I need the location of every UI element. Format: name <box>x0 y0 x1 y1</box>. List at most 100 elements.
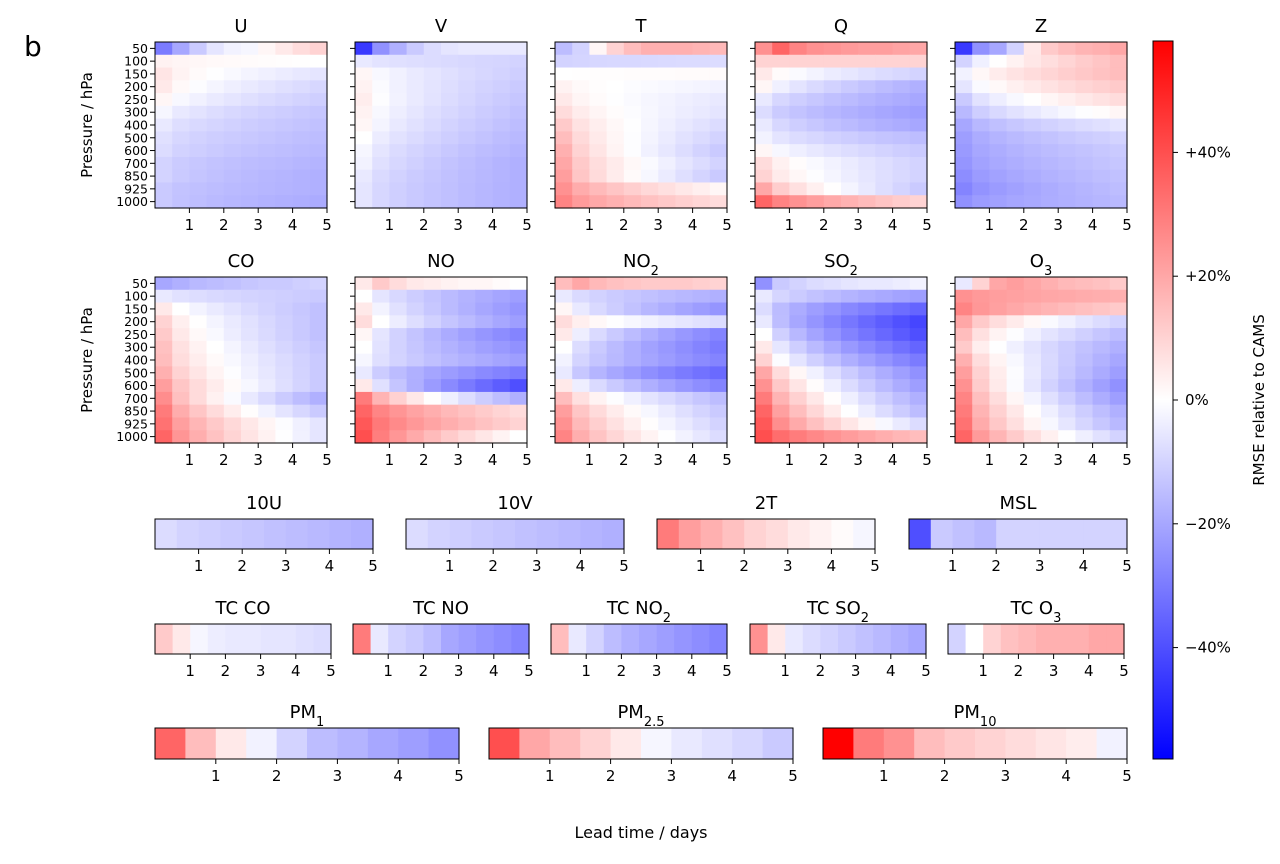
strip-cell <box>1105 519 1128 549</box>
heatmap-cell <box>589 328 608 342</box>
heatmap-cell <box>206 315 225 329</box>
heatmap-cell <box>892 67 911 81</box>
strip-cell <box>1053 624 1072 654</box>
heatmap-cell <box>258 430 276 444</box>
heatmap-cell <box>755 42 773 56</box>
heatmap-cell <box>1041 67 1059 81</box>
heatmap-cell <box>989 430 1008 444</box>
heatmap-cell <box>892 328 911 342</box>
heatmap-panel-o3: O31 2 3 4 5 <box>950 251 1132 469</box>
heatmap-cell <box>475 379 494 393</box>
heatmap-cell <box>292 379 311 393</box>
strip-cell <box>610 728 642 759</box>
heatmap-cell <box>972 182 990 196</box>
panel-title-main: TC NO <box>606 598 663 619</box>
heatmap-cell <box>292 54 311 69</box>
x-tick-label: 4 <box>488 216 498 234</box>
heatmap-cell <box>772 144 790 158</box>
heatmap-cell <box>755 54 773 69</box>
heatmap-cell <box>492 42 511 56</box>
strip-cell <box>691 624 710 654</box>
heatmap-cell <box>772 182 790 196</box>
heatmap-cell <box>892 93 911 107</box>
heatmap-cell <box>606 315 625 329</box>
x-tick-label: 4 <box>1079 557 1089 575</box>
heatmap-cell <box>1041 118 1059 132</box>
strip-cell <box>493 519 516 549</box>
heatmap-cell <box>658 156 676 171</box>
x-tick-label: 4 <box>1088 451 1098 469</box>
heatmap-cell <box>772 118 790 132</box>
heatmap-cell <box>789 169 808 184</box>
y-tick-label: 600 <box>124 378 148 393</box>
heatmap-cell <box>189 417 208 431</box>
heatmap-cell <box>275 144 294 158</box>
heatmap-cell <box>309 289 328 304</box>
heatmap-cell <box>641 328 659 342</box>
x-tick-label: 4 <box>727 767 737 785</box>
heatmap-cell <box>1058 54 1076 69</box>
strip-cell <box>853 728 885 759</box>
heatmap-cell <box>841 417 859 431</box>
heatmap-cell <box>372 182 390 196</box>
heatmap-cell <box>555 54 573 69</box>
heatmap-cell <box>372 169 390 184</box>
heatmap-cell <box>292 105 311 120</box>
heatmap-cell <box>989 391 1008 406</box>
strip-cell <box>996 519 1019 549</box>
heatmap-cell <box>789 118 808 132</box>
heatmap-cell <box>875 67 894 81</box>
heatmap-cell <box>509 93 528 107</box>
x-tick-label: 3 <box>667 767 677 785</box>
heatmap-cell <box>623 430 642 444</box>
strip-cell <box>787 519 811 549</box>
panel-title-subscript: 1 <box>316 715 324 730</box>
heatmap-cell <box>841 131 859 145</box>
x-tick-label: 1 <box>383 662 393 680</box>
heatmap-cell <box>389 54 408 69</box>
strip-cell <box>873 624 892 654</box>
strip-cell <box>536 519 560 549</box>
x-tick-label: 2 <box>739 557 749 575</box>
x-tick-label: 1 <box>385 451 395 469</box>
heatmap-cell <box>355 417 373 431</box>
heatmap-cell <box>806 379 825 393</box>
heatmap-cell <box>772 391 790 406</box>
panel-title-main: Q <box>834 16 848 37</box>
heatmap-cell <box>658 105 676 120</box>
panel-title: T <box>635 16 648 37</box>
heatmap-cell <box>1041 156 1059 171</box>
heatmap-cell <box>509 182 528 196</box>
heatmap-cell <box>589 417 608 431</box>
heatmap-cell <box>406 144 425 158</box>
heatmap-cell <box>658 430 676 444</box>
heatmap-cell <box>509 144 528 158</box>
x-tick-label: 3 <box>1053 216 1063 234</box>
x-tick-label: 5 <box>1122 767 1132 785</box>
heatmap-cell <box>406 391 425 406</box>
heatmap-cell <box>789 156 808 171</box>
heatmap-cell <box>258 131 276 145</box>
x-tick-label: 2 <box>419 451 429 469</box>
heatmap-cell <box>1058 156 1076 171</box>
heatmap-cell <box>989 169 1008 184</box>
heatmap-cell <box>1092 277 1111 291</box>
heatmap-cell <box>641 404 659 419</box>
heatmap-cell <box>1006 404 1025 419</box>
y-tick-label: 925 <box>124 416 148 431</box>
colorbar-tick-label: +40% <box>1185 143 1231 161</box>
heatmap-cell <box>406 379 425 393</box>
heatmap-cell <box>275 156 294 171</box>
heatmap-cell <box>441 302 459 316</box>
x-tick-label: 1 <box>185 451 195 469</box>
heatmap-cell <box>223 131 242 145</box>
heatmap-cell <box>389 404 408 419</box>
heatmap-cell <box>709 156 728 171</box>
heatmap-cell <box>1092 379 1111 393</box>
heatmap-cell <box>841 391 859 406</box>
heatmap-cell <box>789 195 808 209</box>
x-tick-label: 1 <box>978 662 988 680</box>
panel-title: TC O3 <box>1010 598 1062 626</box>
heatmap-cell <box>309 182 328 196</box>
strip-cell <box>405 624 424 654</box>
